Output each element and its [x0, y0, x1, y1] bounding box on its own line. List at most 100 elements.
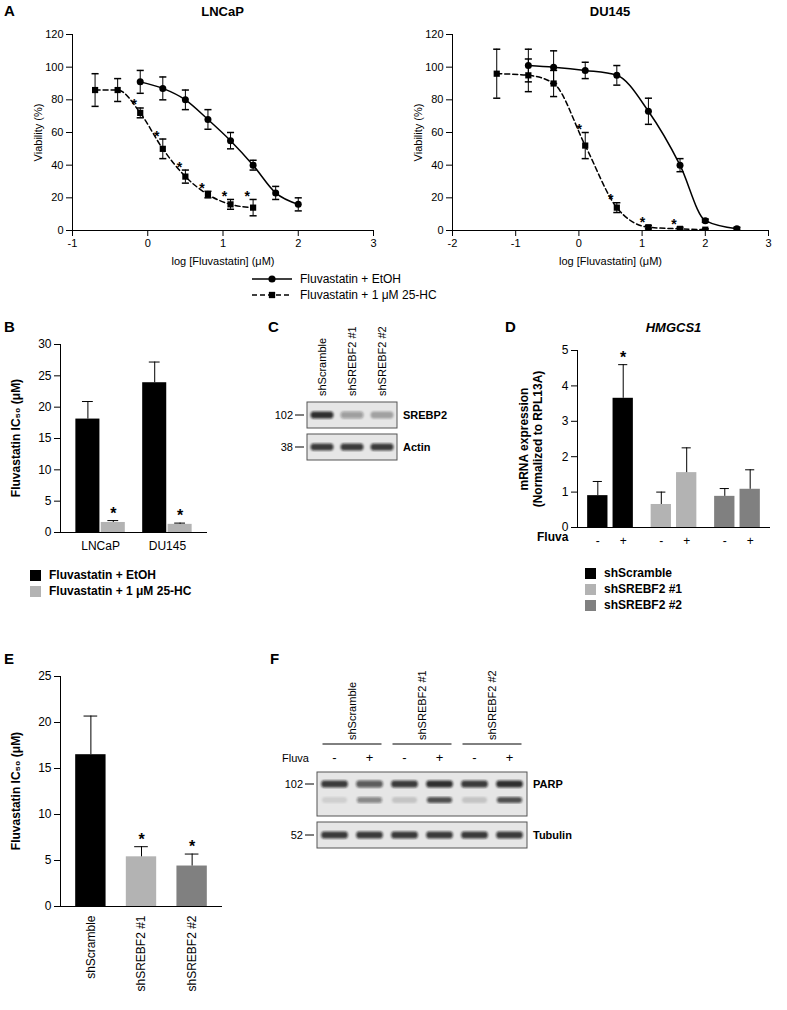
svg-text:-1: -1	[511, 237, 521, 249]
html-text:HMGCS1: HMGCS1	[645, 320, 702, 335]
svg-text:80: 80	[431, 93, 443, 105]
svg-text:+: +	[683, 534, 690, 548]
svg-text:Viability (%): Viability (%)	[32, 104, 44, 162]
svg-text:25: 25	[38, 669, 52, 683]
svg-text:4: 4	[562, 379, 569, 393]
svg-text:*: *	[177, 507, 184, 524]
svg-text:+: +	[620, 534, 627, 548]
svg-text:38: 38	[281, 441, 293, 453]
svg-text:-2: -2	[448, 237, 458, 249]
svg-text:+: +	[747, 534, 754, 548]
svg-text:10: 10	[38, 807, 52, 821]
svg-text:1: 1	[220, 237, 226, 249]
svg-text:25: 25	[38, 369, 52, 383]
svg-text:shScramble: shScramble	[316, 338, 328, 396]
svg-text:shSREBF2 #1: shSREBF2 #1	[416, 670, 428, 740]
svg-text:40: 40	[431, 159, 443, 171]
svg-text:120: 120	[425, 28, 443, 40]
svg-text:-1: -1	[68, 237, 78, 249]
svg-text:102: 102	[275, 409, 293, 421]
svg-text:0: 0	[57, 224, 63, 236]
svg-text:Tubulin: Tubulin	[533, 829, 572, 841]
svg-text:*: *	[131, 96, 137, 112]
svg-text:shSREBF2 #1: shSREBF2 #1	[346, 326, 358, 396]
svg-text:shSREBF2 #1: shSREBF2 #1	[134, 915, 148, 991]
svg-text:1: 1	[639, 237, 645, 249]
svg-text:52: 52	[291, 829, 303, 841]
svg-text:log [Fluvastatin] (μM): log [Fluvastatin] (μM)	[172, 255, 275, 267]
svg-text:*: *	[138, 831, 145, 848]
html-text:LNCaP: LNCaP	[201, 4, 244, 19]
svg-text:*: *	[222, 188, 228, 204]
svg-text:2: 2	[295, 237, 301, 249]
svg-text:5: 5	[45, 853, 52, 867]
svg-text:5: 5	[562, 343, 569, 357]
svg-text:120: 120	[45, 28, 63, 40]
svg-text:3: 3	[562, 414, 569, 428]
svg-text:20: 20	[431, 191, 443, 203]
svg-text:DU145: DU145	[149, 539, 187, 553]
svg-text:2: 2	[702, 237, 708, 249]
svg-text:80: 80	[51, 93, 63, 105]
svg-text:15: 15	[38, 761, 52, 775]
svg-text:100: 100	[45, 61, 63, 73]
svg-text:shScramble: shScramble	[346, 682, 358, 740]
svg-text:0: 0	[576, 237, 582, 249]
svg-text:0: 0	[437, 224, 443, 236]
svg-text:60: 60	[51, 126, 63, 138]
svg-text:-: -	[402, 750, 406, 765]
svg-text:60: 60	[431, 126, 443, 138]
svg-text:Fluva: Fluva	[282, 752, 310, 764]
svg-text:*: *	[177, 159, 183, 175]
svg-text:*: *	[620, 349, 627, 366]
svg-text:*: *	[608, 191, 614, 207]
svg-text:shSREBF2 #2: shSREBF2 #2	[185, 915, 199, 991]
svg-text:30: 30	[38, 337, 52, 351]
svg-text:SREBP2: SREBP2	[403, 409, 447, 421]
svg-text:102: 102	[285, 778, 303, 790]
html-text:Fluvastatin + EtOH: Fluvastatin + EtOH	[300, 272, 401, 286]
svg-text:1: 1	[562, 485, 569, 499]
svg-text:*: *	[671, 216, 677, 232]
svg-text:shSREBF2 #2: shSREBF2 #2	[376, 326, 388, 396]
svg-text:-: -	[659, 534, 663, 548]
svg-text:+: +	[366, 750, 374, 765]
svg-text:20: 20	[38, 400, 52, 414]
svg-text:LNCaP: LNCaP	[81, 539, 120, 553]
svg-text:*: *	[199, 180, 205, 196]
svg-text:2: 2	[562, 450, 569, 464]
svg-text:15: 15	[38, 431, 52, 445]
html-text:Fluvastatin IC₅₀ (μM): Fluvastatin IC₅₀ (μM)	[9, 378, 23, 498]
svg-text:0: 0	[45, 525, 52, 539]
svg-text:0: 0	[45, 899, 52, 913]
svg-text:shScramble: shScramble	[84, 915, 98, 979]
svg-text:Actin: Actin	[403, 441, 431, 453]
svg-text:*: *	[110, 505, 117, 522]
svg-text:20: 20	[38, 715, 52, 729]
svg-text:*: *	[189, 838, 196, 855]
svg-text:0: 0	[145, 237, 151, 249]
html-text:Fluvastatin + 1 μM 25-HC: Fluvastatin + 1 μM 25-HC	[300, 288, 437, 302]
svg-text:Viability (%): Viability (%)	[412, 104, 424, 162]
svg-text:20: 20	[51, 191, 63, 203]
svg-text:-: -	[472, 750, 476, 765]
svg-text:5: 5	[45, 494, 52, 508]
svg-text:-: -	[723, 534, 727, 548]
svg-text:log [Fluvastatin] (μM): log [Fluvastatin] (μM)	[559, 255, 662, 267]
svg-text:*: *	[640, 214, 646, 230]
svg-text:*: *	[244, 188, 250, 204]
svg-text:10: 10	[38, 463, 52, 477]
svg-text:-: -	[596, 534, 600, 548]
svg-text:+: +	[506, 750, 514, 765]
svg-text:100: 100	[425, 61, 443, 73]
svg-text:PARP: PARP	[533, 778, 563, 790]
svg-text:*: *	[576, 121, 582, 137]
svg-text:*: *	[154, 128, 160, 144]
svg-text:40: 40	[51, 159, 63, 171]
svg-text:-: -	[332, 750, 336, 765]
html-text:DU145: DU145	[589, 4, 631, 19]
svg-text:+: +	[436, 750, 444, 765]
svg-text:3: 3	[370, 237, 376, 249]
svg-text:shSREBF2 #2: shSREBF2 #2	[486, 670, 498, 740]
svg-text:3: 3	[765, 237, 771, 249]
